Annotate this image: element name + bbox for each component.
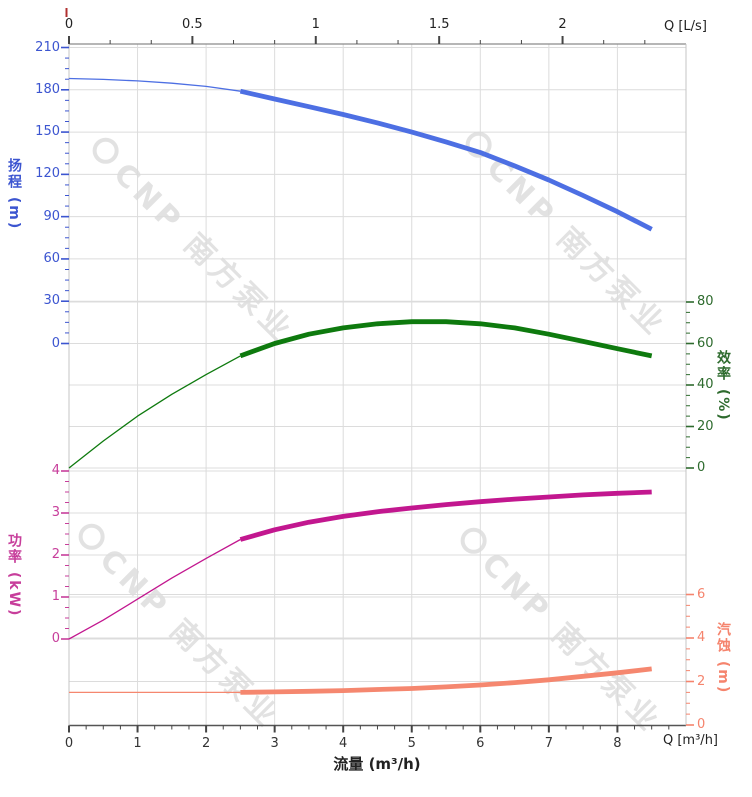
power-curve-thin	[68, 538, 241, 640]
eff-axis-ticks	[686, 301, 694, 469]
head-curve-thin	[68, 77, 241, 92]
curves	[68, 77, 653, 695]
efficiency-curve-thin	[68, 355, 241, 469]
power-curve	[239, 489, 652, 542]
gridlines	[69, 44, 686, 726]
head-axis-ticks	[61, 46, 69, 345]
npsh-axis-ticks	[686, 593, 694, 726]
power-axis-ticks	[61, 470, 69, 640]
head-curve	[239, 88, 653, 232]
efficiency-curve	[239, 319, 653, 359]
top-axis-ticks	[68, 36, 646, 44]
bottom-axis-ticks	[68, 725, 670, 733]
npsh-curve	[240, 666, 652, 695]
